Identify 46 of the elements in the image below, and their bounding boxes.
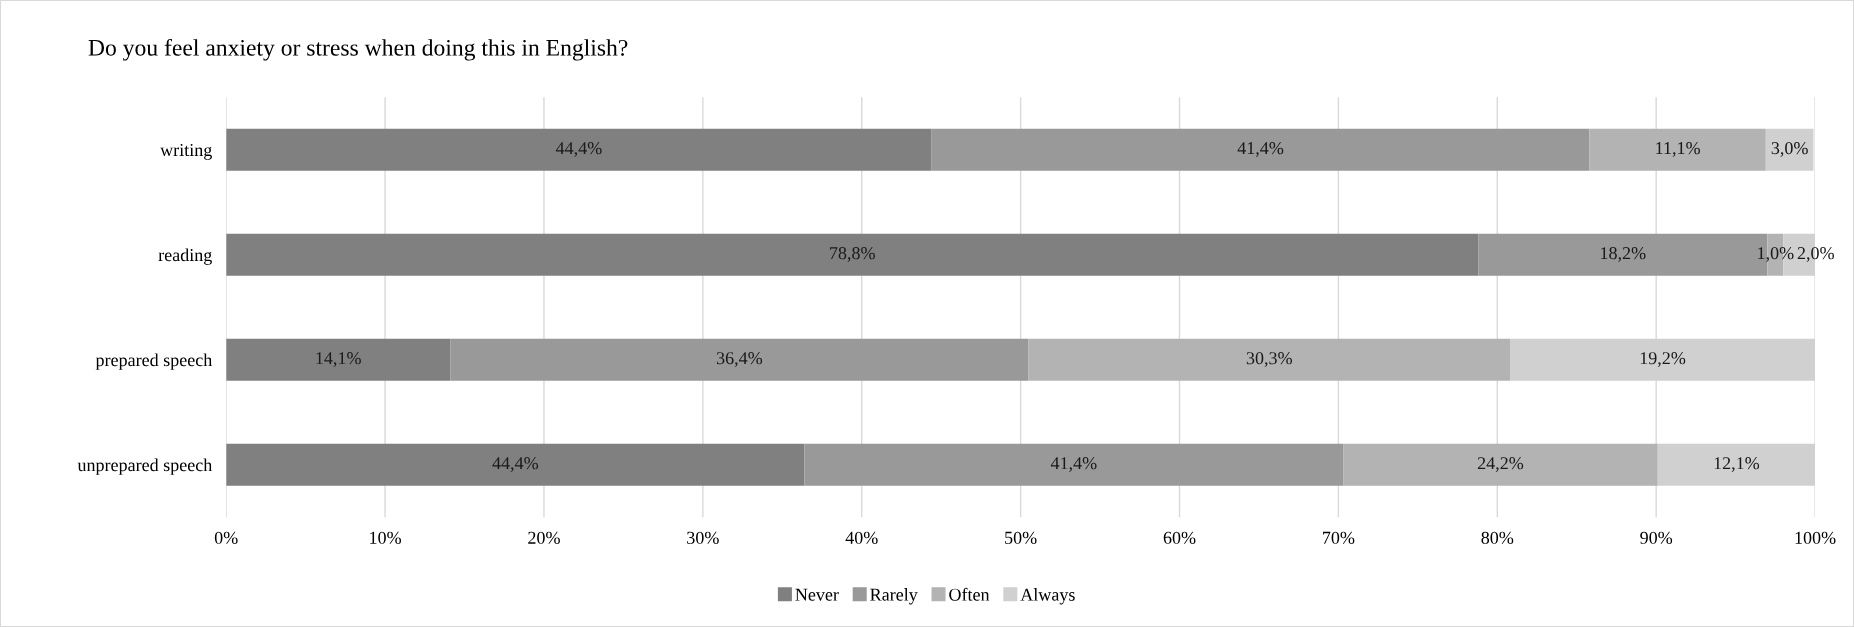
- x-tick-label: 70%: [1323, 531, 1355, 544]
- data-label: 41,4%: [1237, 142, 1284, 157]
- x-tick-label: 50%: [1005, 531, 1037, 544]
- annotation: 44,4%: [492, 457, 539, 472]
- data-label: 78,8%: [830, 247, 875, 262]
- data-label: 3,0%: [1771, 142, 1808, 157]
- bar: [1028, 338, 1510, 381]
- x-tick-label: 100%: [1795, 531, 1836, 544]
- x-tick-label: 60%: [1163, 531, 1196, 544]
- legend-label: Always: [1020, 588, 1075, 605]
- legend-label: Often: [949, 587, 990, 601]
- legend-label: Rarely: [870, 588, 918, 605]
- legend-label: Never: [795, 588, 839, 601]
- bar: [226, 128, 932, 171]
- bar: [226, 443, 805, 486]
- data-label: 36,4%: [716, 352, 763, 367]
- bar: [1343, 443, 1658, 486]
- y-tick-label: prepared speech: [95, 353, 213, 370]
- bar: [931, 128, 1590, 171]
- y-tick-label: writing: [160, 143, 212, 160]
- x-tick-label: 0%: [214, 531, 238, 544]
- x-tick-label: 30%: [687, 531, 719, 544]
- x-tick-label: 20%: [528, 531, 560, 544]
- data-label: 14,1%: [316, 352, 361, 367]
- x-tick-label: 10%: [370, 531, 402, 544]
- x-tick-label: 80%: [1481, 531, 1514, 544]
- x-tick-label: 40%: [845, 531, 878, 544]
- y-tick-label: reading: [158, 248, 212, 265]
- bar: [226, 233, 1479, 276]
- bar: [450, 338, 1029, 381]
- annotation: 41,4%: [1050, 457, 1097, 472]
- data-label: 11,1%: [1656, 142, 1700, 157]
- x-tick-label: 90%: [1640, 531, 1673, 544]
- bar: [804, 443, 1344, 486]
- data-label: 18,2%: [1601, 247, 1646, 262]
- annotation: 24,2%: [1477, 457, 1524, 472]
- data-label: 2,0%: [1797, 247, 1834, 262]
- data-label: 1,0%: [1758, 247, 1794, 262]
- chart-title: Do you feel anxiety or stress when doing this in English?: [88, 38, 628, 61]
- data-label: 30,3%: [1246, 352, 1292, 367]
- data-label: 44,4%: [555, 142, 602, 157]
- y-tick-label: unprepared speech: [77, 458, 213, 475]
- bar: [226, 338, 451, 381]
- bar: [1589, 128, 1766, 171]
- annotation: 12,1%: [1714, 457, 1760, 472]
- data-label: 19,2%: [1640, 352, 1686, 367]
